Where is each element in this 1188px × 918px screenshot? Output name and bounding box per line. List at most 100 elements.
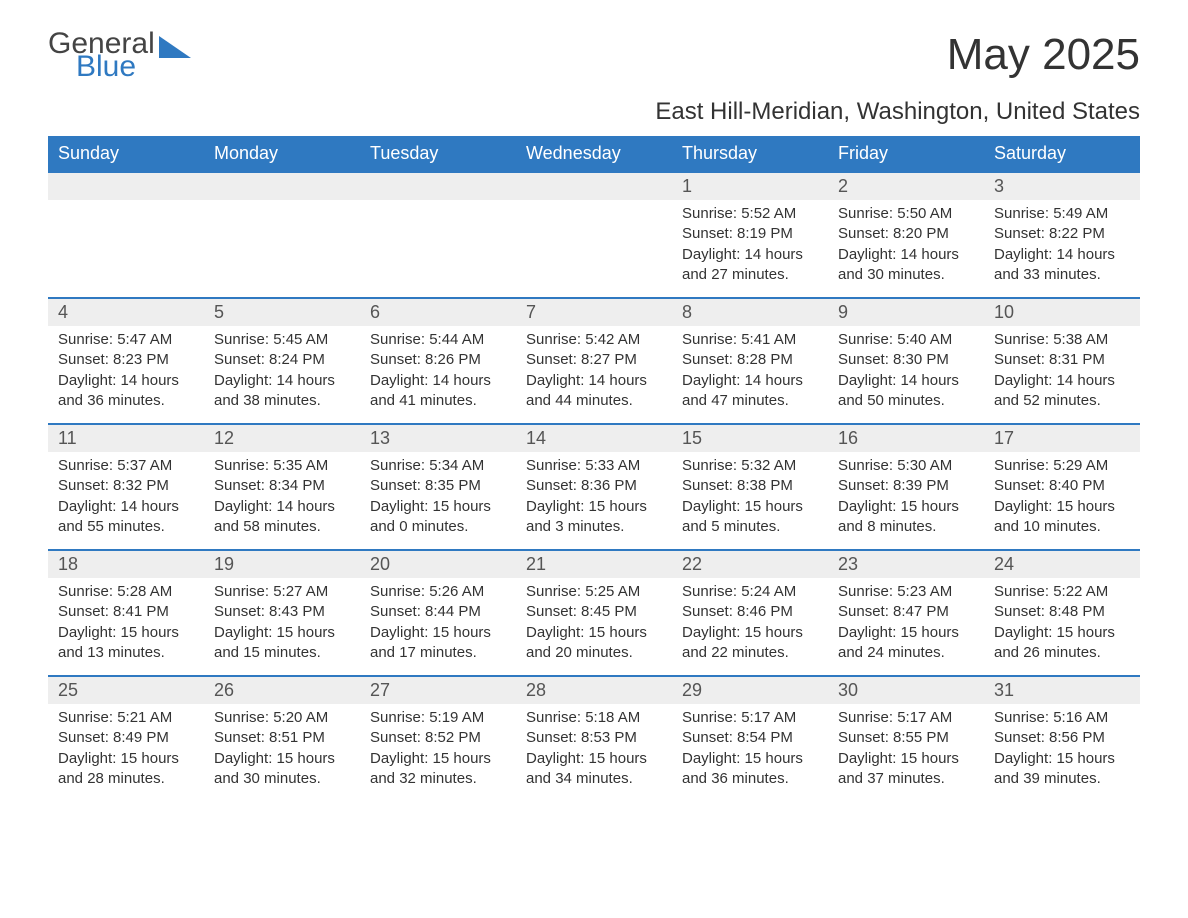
sunset-text: Sunset: 8:52 PM [370,728,506,748]
day-cell: 8Sunrise: 5:41 AMSunset: 8:28 PMDaylight… [672,299,828,423]
day-cell: 19Sunrise: 5:27 AMSunset: 8:43 PMDayligh… [204,551,360,675]
daylight-text: Daylight: 15 hours and 5 minutes. [682,497,818,538]
day-number: 24 [984,551,1140,578]
day-number-empty [48,173,204,200]
daylight-text: Daylight: 15 hours and 26 minutes. [994,623,1130,664]
day-cell: 2Sunrise: 5:50 AMSunset: 8:20 PMDaylight… [828,173,984,297]
sunset-text: Sunset: 8:24 PM [214,350,350,370]
day-body: Sunrise: 5:47 AMSunset: 8:23 PMDaylight:… [48,326,204,417]
sunrise-text: Sunrise: 5:34 AM [370,456,506,476]
daylight-text: Daylight: 14 hours and 44 minutes. [526,371,662,412]
day-number: 14 [516,425,672,452]
day-body: Sunrise: 5:24 AMSunset: 8:46 PMDaylight:… [672,578,828,669]
day-cell [516,173,672,297]
daylight-text: Daylight: 15 hours and 36 minutes. [682,749,818,790]
sunset-text: Sunset: 8:40 PM [994,476,1130,496]
sunrise-text: Sunrise: 5:29 AM [994,456,1130,476]
daylight-text: Daylight: 15 hours and 22 minutes. [682,623,818,664]
daylight-text: Daylight: 15 hours and 20 minutes. [526,623,662,664]
sunrise-text: Sunrise: 5:22 AM [994,582,1130,602]
day-cell: 30Sunrise: 5:17 AMSunset: 8:55 PMDayligh… [828,677,984,801]
day-number: 25 [48,677,204,704]
day-cell: 18Sunrise: 5:28 AMSunset: 8:41 PMDayligh… [48,551,204,675]
day-cell [204,173,360,297]
day-number: 15 [672,425,828,452]
day-number: 12 [204,425,360,452]
daylight-text: Daylight: 14 hours and 52 minutes. [994,371,1130,412]
day-cell: 3Sunrise: 5:49 AMSunset: 8:22 PMDaylight… [984,173,1140,297]
sunset-text: Sunset: 8:39 PM [838,476,974,496]
sunset-text: Sunset: 8:41 PM [58,602,194,622]
sunset-text: Sunset: 8:47 PM [838,602,974,622]
day-number: 17 [984,425,1140,452]
day-cell: 11 Sunrise: 5:37 AMSunset: 8:32 PMDayligh… [48,425,204,549]
daylight-text: Daylight: 15 hours and 0 minutes. [370,497,506,538]
daylight-text: Daylight: 15 hours and 30 minutes. [214,749,350,790]
sunrise-text: Sunrise: 5:17 AM [838,708,974,728]
sunrise-text: Sunrise: 5:47 AM [58,330,194,350]
logo-word-blue: Blue [76,53,155,82]
weeks-container: 1Sunrise: 5:52 AMSunset: 8:19 PMDaylight… [48,171,1140,801]
day-body: Sunrise: 5:18 AMSunset: 8:53 PMDaylight:… [516,704,672,795]
day-cell: 17Sunrise: 5:29 AMSunset: 8:40 PMDayligh… [984,425,1140,549]
daylight-text: Daylight: 14 hours and 58 minutes. [214,497,350,538]
daylight-text: Daylight: 15 hours and 24 minutes. [838,623,974,664]
sunrise-text: Sunrise: 5:23 AM [838,582,974,602]
day-number: 5 [204,299,360,326]
sunset-text: Sunset: 8:51 PM [214,728,350,748]
weekday-header: Friday [828,136,984,171]
day-cell: 16Sunrise: 5:30 AMSunset: 8:39 PMDayligh… [828,425,984,549]
day-cell: 31Sunrise: 5:16 AMSunset: 8:56 PMDayligh… [984,677,1140,801]
day-cell: 28Sunrise: 5:18 AMSunset: 8:53 PMDayligh… [516,677,672,801]
day-number: 11 [48,425,204,452]
day-body: Sunrise: 5:38 AMSunset: 8:31 PMDaylight:… [984,326,1140,417]
sunset-text: Sunset: 8:22 PM [994,224,1130,244]
daylight-text: Daylight: 15 hours and 3 minutes. [526,497,662,538]
title-block: May 2025 East Hill-Meridian, Washington,… [655,30,1140,126]
day-body: Sunrise: 5:25 AMSunset: 8:45 PMDaylight:… [516,578,672,669]
day-number: 10 [984,299,1140,326]
sunrise-text: Sunrise: 5:18 AM [526,708,662,728]
sunrise-text: Sunrise: 5:52 AM [682,204,818,224]
daylight-text: Daylight: 14 hours and 33 minutes. [994,245,1130,286]
daylight-text: Daylight: 15 hours and 37 minutes. [838,749,974,790]
day-cell: 26Sunrise: 5:20 AMSunset: 8:51 PMDayligh… [204,677,360,801]
day-cell: 1Sunrise: 5:52 AMSunset: 8:19 PMDaylight… [672,173,828,297]
sunrise-text: Sunrise: 5:27 AM [214,582,350,602]
sunrise-text: Sunrise: 5:33 AM [526,456,662,476]
weekday-header: Monday [204,136,360,171]
day-cell: 21Sunrise: 5:25 AMSunset: 8:45 PMDayligh… [516,551,672,675]
day-number: 16 [828,425,984,452]
daylight-text: Daylight: 14 hours and 38 minutes. [214,371,350,412]
sunset-text: Sunset: 8:30 PM [838,350,974,370]
day-number: 29 [672,677,828,704]
sunset-text: Sunset: 8:31 PM [994,350,1130,370]
sail-icon [159,36,191,58]
day-cell: 22Sunrise: 5:24 AMSunset: 8:46 PMDayligh… [672,551,828,675]
sunrise-text: Sunrise: 5:25 AM [526,582,662,602]
day-body: Sunrise: 5:17 AMSunset: 8:55 PMDaylight:… [828,704,984,795]
day-body: Sunrise: 5:16 AMSunset: 8:56 PMDaylight:… [984,704,1140,795]
daylight-text: Daylight: 15 hours and 15 minutes. [214,623,350,664]
day-body: Sunrise: 5:17 AMSunset: 8:54 PMDaylight:… [672,704,828,795]
daylight-text: Daylight: 14 hours and 47 minutes. [682,371,818,412]
sunset-text: Sunset: 8:38 PM [682,476,818,496]
daylight-text: Daylight: 14 hours and 41 minutes. [370,371,506,412]
sunset-text: Sunset: 8:32 PM [58,476,194,496]
week-row: 1Sunrise: 5:52 AMSunset: 8:19 PMDaylight… [48,171,1140,297]
day-cell: 10Sunrise: 5:38 AMSunset: 8:31 PMDayligh… [984,299,1140,423]
day-body: Sunrise: 5:20 AMSunset: 8:51 PMDaylight:… [204,704,360,795]
sunrise-text: Sunrise: 5:38 AM [994,330,1130,350]
day-body: Sunrise: 5:50 AMSunset: 8:20 PMDaylight:… [828,200,984,291]
daylight-text: Daylight: 15 hours and 13 minutes. [58,623,194,664]
daylight-text: Daylight: 14 hours and 55 minutes. [58,497,194,538]
sunset-text: Sunset: 8:48 PM [994,602,1130,622]
day-body: Sunrise: 5:40 AMSunset: 8:30 PMDaylight:… [828,326,984,417]
sunrise-text: Sunrise: 5:19 AM [370,708,506,728]
sunset-text: Sunset: 8:35 PM [370,476,506,496]
day-number: 4 [48,299,204,326]
day-cell: 29Sunrise: 5:17 AMSunset: 8:54 PMDayligh… [672,677,828,801]
day-number-empty [204,173,360,200]
sunrise-text: Sunrise: 5:37 AM [58,456,194,476]
sunrise-text: Sunrise: 5:20 AM [214,708,350,728]
